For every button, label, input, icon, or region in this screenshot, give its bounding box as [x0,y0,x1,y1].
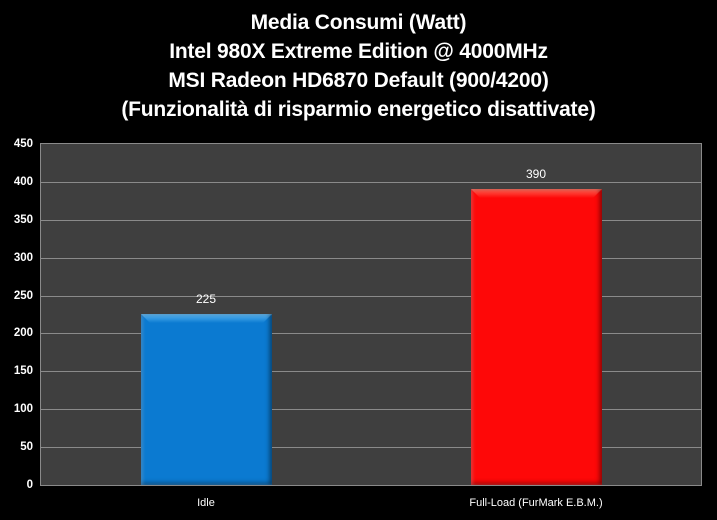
y-tick-label-250: 250 [13,290,33,302]
chart-title-line-3: MSI Radeon HD6870 Default (900/4200) [168,69,549,92]
bar-value-label-idle: 225 [195,292,217,306]
x-category-label-full-load-furmark-e-b-m: Full-Load (FurMark E.B.M.) [469,497,603,509]
y-tick-label-200: 200 [13,327,33,339]
bar-full-load-furmark-e-b-m [471,189,602,485]
bar-value-label-full-load-furmark-e-b-m: 390 [525,167,547,181]
gridline-300 [41,258,701,259]
gridline-250 [41,296,701,297]
y-tick-label-350: 350 [13,214,33,226]
gridline-350 [41,220,701,221]
gridline-150 [41,371,701,372]
y-tick-label-0: 0 [26,479,33,491]
bar-idle [141,314,272,485]
y-tick-label-300: 300 [13,252,33,264]
chart-title-line-4: (Funzionalità di risparmio energetico di… [121,98,596,121]
gridline-400 [41,182,701,183]
gridline-50 [41,447,701,448]
y-tick-label-400: 400 [13,176,33,188]
chart-title-line-2: Intel 980X Extreme Edition @ 4000MHz [169,40,548,63]
chart-title-line-1: Media Consumi (Watt) [250,11,467,34]
y-tick-label-450: 450 [13,138,33,150]
x-category-label-idle: Idle [197,497,215,509]
gridline-200 [41,333,701,334]
chart-title: Media Consumi (Watt) Intel 980X Extreme … [0,8,717,124]
gridline-100 [41,409,701,410]
y-tick-label-50: 50 [20,441,33,453]
y-tick-label-100: 100 [13,403,33,415]
plot-area [40,143,702,486]
y-tick-label-150: 150 [13,365,33,377]
